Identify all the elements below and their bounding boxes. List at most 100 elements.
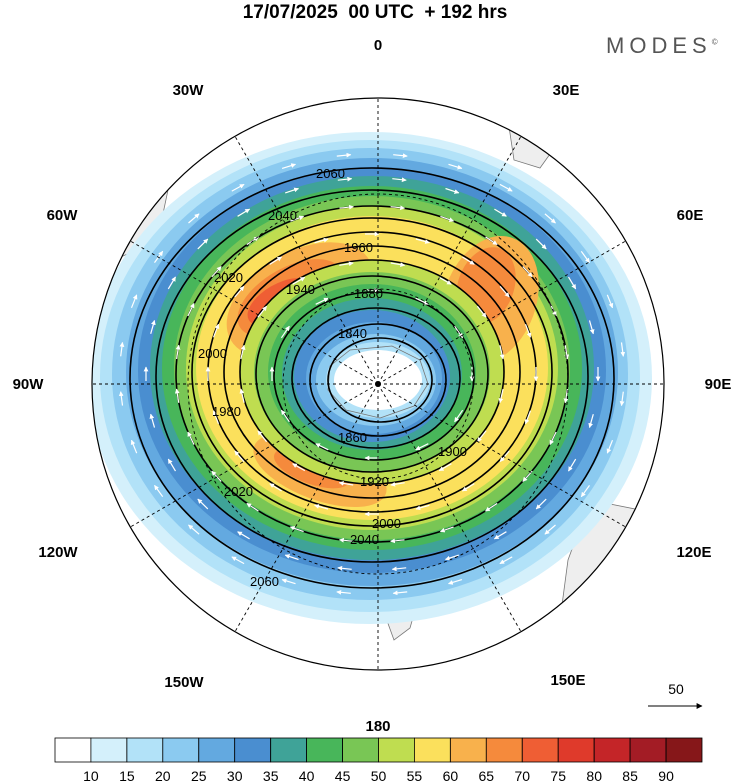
wind-vector	[391, 566, 407, 572]
longitude-label-group: 0 30E 60E 90E 120E 150E 180 150W 120W 90…	[13, 37, 732, 735]
colorbar-swatch	[306, 737, 343, 763]
contour-label: 1940	[286, 282, 315, 297]
wind-vector	[588, 320, 595, 335]
wind-vector	[563, 388, 569, 404]
contour-label: 2000	[198, 346, 227, 361]
colorbar: 10 15 20 25 30 35 40 45 50 55 60 65 70 75 80 85 90	[54, 737, 703, 782]
africa-land	[507, 107, 561, 169]
colorbar-tick-label: 70	[515, 768, 531, 782]
longitude-label: 60W	[47, 207, 79, 224]
longitude-label: 120W	[38, 544, 78, 561]
wind-vector	[606, 439, 614, 454]
wind-vector	[239, 388, 245, 403]
wind-vector	[390, 481, 405, 487]
wind-vector	[175, 344, 181, 360]
colorbar-swatch	[413, 737, 451, 763]
wind-vector	[415, 238, 430, 244]
colorbar-tick-label: 20	[155, 768, 171, 782]
contour-1880	[291, 307, 461, 449]
wind-vector	[390, 538, 405, 544]
wind-vector	[485, 236, 498, 246]
wind-vector	[438, 276, 452, 285]
contour-2060	[129, 167, 615, 589]
wind-vector	[564, 345, 570, 360]
wind-vector	[149, 413, 156, 428]
wind-vector	[197, 238, 209, 250]
latitude-circle	[282, 288, 474, 480]
wind-vector	[535, 498, 547, 510]
wind-vector	[197, 498, 209, 510]
map-boundary	[91, 97, 665, 671]
contour-1940	[239, 259, 505, 485]
wind-vector	[339, 261, 354, 267]
wind-vector	[522, 266, 533, 278]
colorbar-swatch	[342, 737, 379, 763]
colorbar-swatch	[162, 737, 200, 763]
colorbar-swatch	[449, 737, 487, 763]
contour-label: 2020	[214, 270, 243, 285]
wind-vector	[549, 431, 557, 446]
shade-center	[334, 350, 422, 410]
wind-vector	[392, 177, 407, 183]
wind-vector	[580, 250, 590, 263]
wind-vector	[240, 344, 246, 360]
contour-label: 1900	[438, 444, 467, 459]
contour-label: 1960	[344, 240, 373, 255]
wind-vector	[535, 238, 547, 250]
colorbar-tick-label: 85	[622, 768, 638, 782]
antarctica-coast	[327, 345, 429, 419]
wind-vector	[448, 163, 463, 170]
wind-vector	[234, 450, 245, 462]
wind-vector	[187, 431, 195, 445]
wind-vector	[234, 286, 245, 298]
longitude-label: 90E	[705, 376, 732, 393]
wind-vector	[314, 237, 329, 244]
contour-2000	[191, 217, 553, 527]
wind-vector	[439, 526, 454, 533]
wind-vector	[130, 294, 138, 309]
wind-vector	[499, 286, 510, 298]
wind-vector	[167, 276, 177, 290]
map-title: 17/07/2025 00 UTC + 192 hrs	[242, 2, 508, 23]
longitude-label: 120E	[676, 544, 711, 561]
wind-vector	[315, 297, 329, 305]
wind-vector	[588, 414, 594, 429]
colorbar-tick-label: 55	[407, 768, 423, 782]
wind-vector	[119, 341, 125, 357]
wind-vector	[212, 410, 220, 425]
contour-label: 2040	[350, 532, 379, 547]
colorbar-swatch	[593, 737, 631, 763]
wind-vector	[544, 524, 556, 535]
wind-vector	[315, 443, 329, 451]
contour-label: 1920	[360, 474, 389, 489]
longitude-label: 60E	[677, 207, 704, 224]
wind-vector	[522, 470, 533, 482]
wind-vector	[498, 388, 504, 404]
colorbar-swatch	[629, 737, 667, 763]
contour-label-group: 2060 2040 2020 2000 1980 1960 1940 1920 …	[198, 166, 467, 589]
colorbar-swatch	[485, 737, 523, 763]
wind-vector	[524, 323, 532, 338]
wind-vector	[390, 262, 406, 267]
wind-vector	[336, 152, 352, 158]
wind-vector	[118, 391, 124, 406]
wind-vector	[393, 153, 408, 159]
wind-vector	[485, 502, 498, 512]
contour-label: 2060	[316, 166, 345, 181]
reference-vector-label: 50	[668, 681, 684, 697]
wind-vector	[392, 590, 408, 596]
wind-vector	[476, 305, 487, 318]
wind-vector	[269, 483, 282, 492]
wind-vector	[440, 215, 455, 222]
wind-vector	[290, 215, 305, 222]
colorbar-swatch	[378, 737, 415, 763]
southern-africa-land	[587, 139, 664, 209]
wind-vector	[292, 463, 306, 472]
wind-vector	[211, 470, 222, 482]
south-pole-marker	[375, 381, 381, 387]
colorbar-swatch	[54, 737, 92, 763]
latitude-circle	[187, 193, 569, 575]
colorbar-tick-label: 10	[83, 768, 99, 782]
wind-vector	[567, 458, 577, 472]
